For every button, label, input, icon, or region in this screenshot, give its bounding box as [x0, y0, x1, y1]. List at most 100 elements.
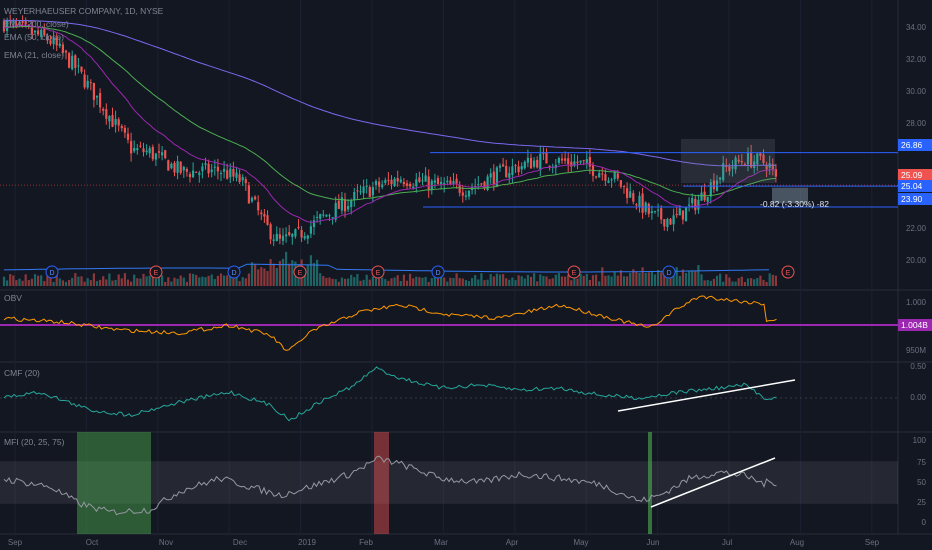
candle-body — [440, 181, 443, 185]
x-tick: 2019 — [298, 538, 316, 547]
candle-body — [365, 185, 368, 187]
candle-body — [111, 115, 114, 127]
candle-body — [452, 181, 455, 184]
volume-bar — [213, 279, 216, 286]
candle-body — [619, 180, 622, 187]
volume-bar — [281, 258, 285, 286]
candle-body — [52, 37, 55, 45]
volume-bar — [768, 273, 771, 286]
obv-line — [3, 295, 777, 351]
candle-body — [666, 219, 669, 228]
volume-bar — [505, 278, 508, 286]
volume-bar — [89, 280, 92, 286]
obv-pane-title[interactable]: OBV — [4, 293, 22, 303]
volume-bar — [641, 267, 644, 286]
candle-body — [269, 224, 272, 240]
obv-value-label: 1.004B — [898, 319, 932, 331]
candle-body — [139, 145, 142, 147]
candle-body — [585, 159, 588, 164]
ema21-legend[interactable]: EMA (21, close) — [4, 50, 64, 60]
candle-body — [173, 162, 176, 173]
measure-readout: -0.82 (-3.30%) -82 — [760, 199, 829, 209]
volume-bar — [250, 262, 254, 286]
volume-bar — [340, 277, 343, 286]
ema200-legend[interactable]: EMA (200, close) — [4, 19, 69, 29]
candle-body — [381, 184, 384, 188]
candle-body — [759, 153, 762, 156]
volume-bar — [443, 277, 446, 286]
volume-bar — [660, 272, 663, 286]
candle-body — [508, 173, 511, 178]
volume-bar — [548, 279, 551, 286]
candle-body — [263, 213, 266, 217]
candle-body — [275, 233, 278, 241]
candle-body — [247, 185, 250, 204]
candle-body — [213, 166, 216, 168]
volume-bar — [753, 279, 756, 286]
candle-body — [331, 217, 334, 219]
candle-body — [579, 160, 582, 163]
candle-body — [477, 184, 480, 186]
volume-bar — [418, 277, 421, 286]
volume-bar — [703, 280, 706, 286]
volume-bar — [130, 281, 133, 286]
x-tick: Sep — [7, 538, 23, 547]
candle-body — [61, 44, 64, 53]
dividend-marker — [45, 265, 59, 279]
volume-bar — [15, 280, 18, 286]
candle-body — [309, 226, 312, 234]
candle-body — [567, 158, 570, 165]
candle-body — [241, 177, 244, 181]
candle-body — [737, 159, 740, 162]
candle-body — [316, 216, 319, 218]
candle-body — [340, 197, 343, 211]
volume-bar — [136, 278, 139, 286]
candle-body — [281, 235, 285, 241]
mfi-pane-title[interactable]: MFI (20, 25, 75) — [4, 437, 65, 447]
volume-bar — [269, 259, 272, 286]
candle-body — [728, 166, 731, 172]
volume-bar — [557, 273, 560, 286]
candle-body — [250, 197, 254, 202]
mfi-line — [3, 455, 777, 516]
volume-bar — [520, 276, 523, 286]
support-price-label: 23.90 — [898, 193, 932, 205]
candle-body — [244, 179, 247, 184]
volume-bar — [285, 251, 288, 286]
ema50-legend[interactable]: EMA (50, close) — [4, 32, 64, 42]
volume-bar — [247, 273, 250, 286]
candle-body — [157, 151, 161, 153]
volume-bar — [378, 275, 381, 286]
volume-bar — [164, 281, 167, 286]
candle-body — [328, 215, 331, 217]
candle-body — [117, 119, 120, 126]
candle-body — [77, 65, 80, 67]
volume-bar — [582, 275, 585, 286]
volume-bar — [161, 275, 164, 286]
earnings-marker — [293, 265, 307, 279]
x-tick: Sep — [864, 538, 880, 547]
cmf-pane-title[interactable]: CMF (20) — [4, 368, 40, 378]
candle-body — [359, 191, 362, 193]
event-marker-label: E — [572, 270, 577, 277]
volume-bar — [232, 275, 235, 286]
candle-body — [288, 232, 291, 235]
candle-body — [114, 118, 117, 125]
candle-body — [458, 184, 461, 193]
candle-body — [362, 186, 365, 194]
volume-bar — [381, 277, 384, 286]
obv-tick: 1.000 — [905, 298, 926, 307]
candle-body — [545, 152, 548, 164]
volume-bar — [570, 280, 573, 286]
volume-bar — [95, 281, 99, 286]
volume-bar — [176, 278, 179, 286]
volume-bar — [647, 272, 650, 286]
volume-bar — [650, 270, 653, 286]
candle-body — [15, 23, 18, 25]
candle-body — [712, 180, 715, 190]
volume-bar — [706, 280, 709, 286]
volume-bar — [86, 278, 89, 286]
volume-bar — [117, 274, 120, 286]
volume-bar — [433, 273, 436, 286]
